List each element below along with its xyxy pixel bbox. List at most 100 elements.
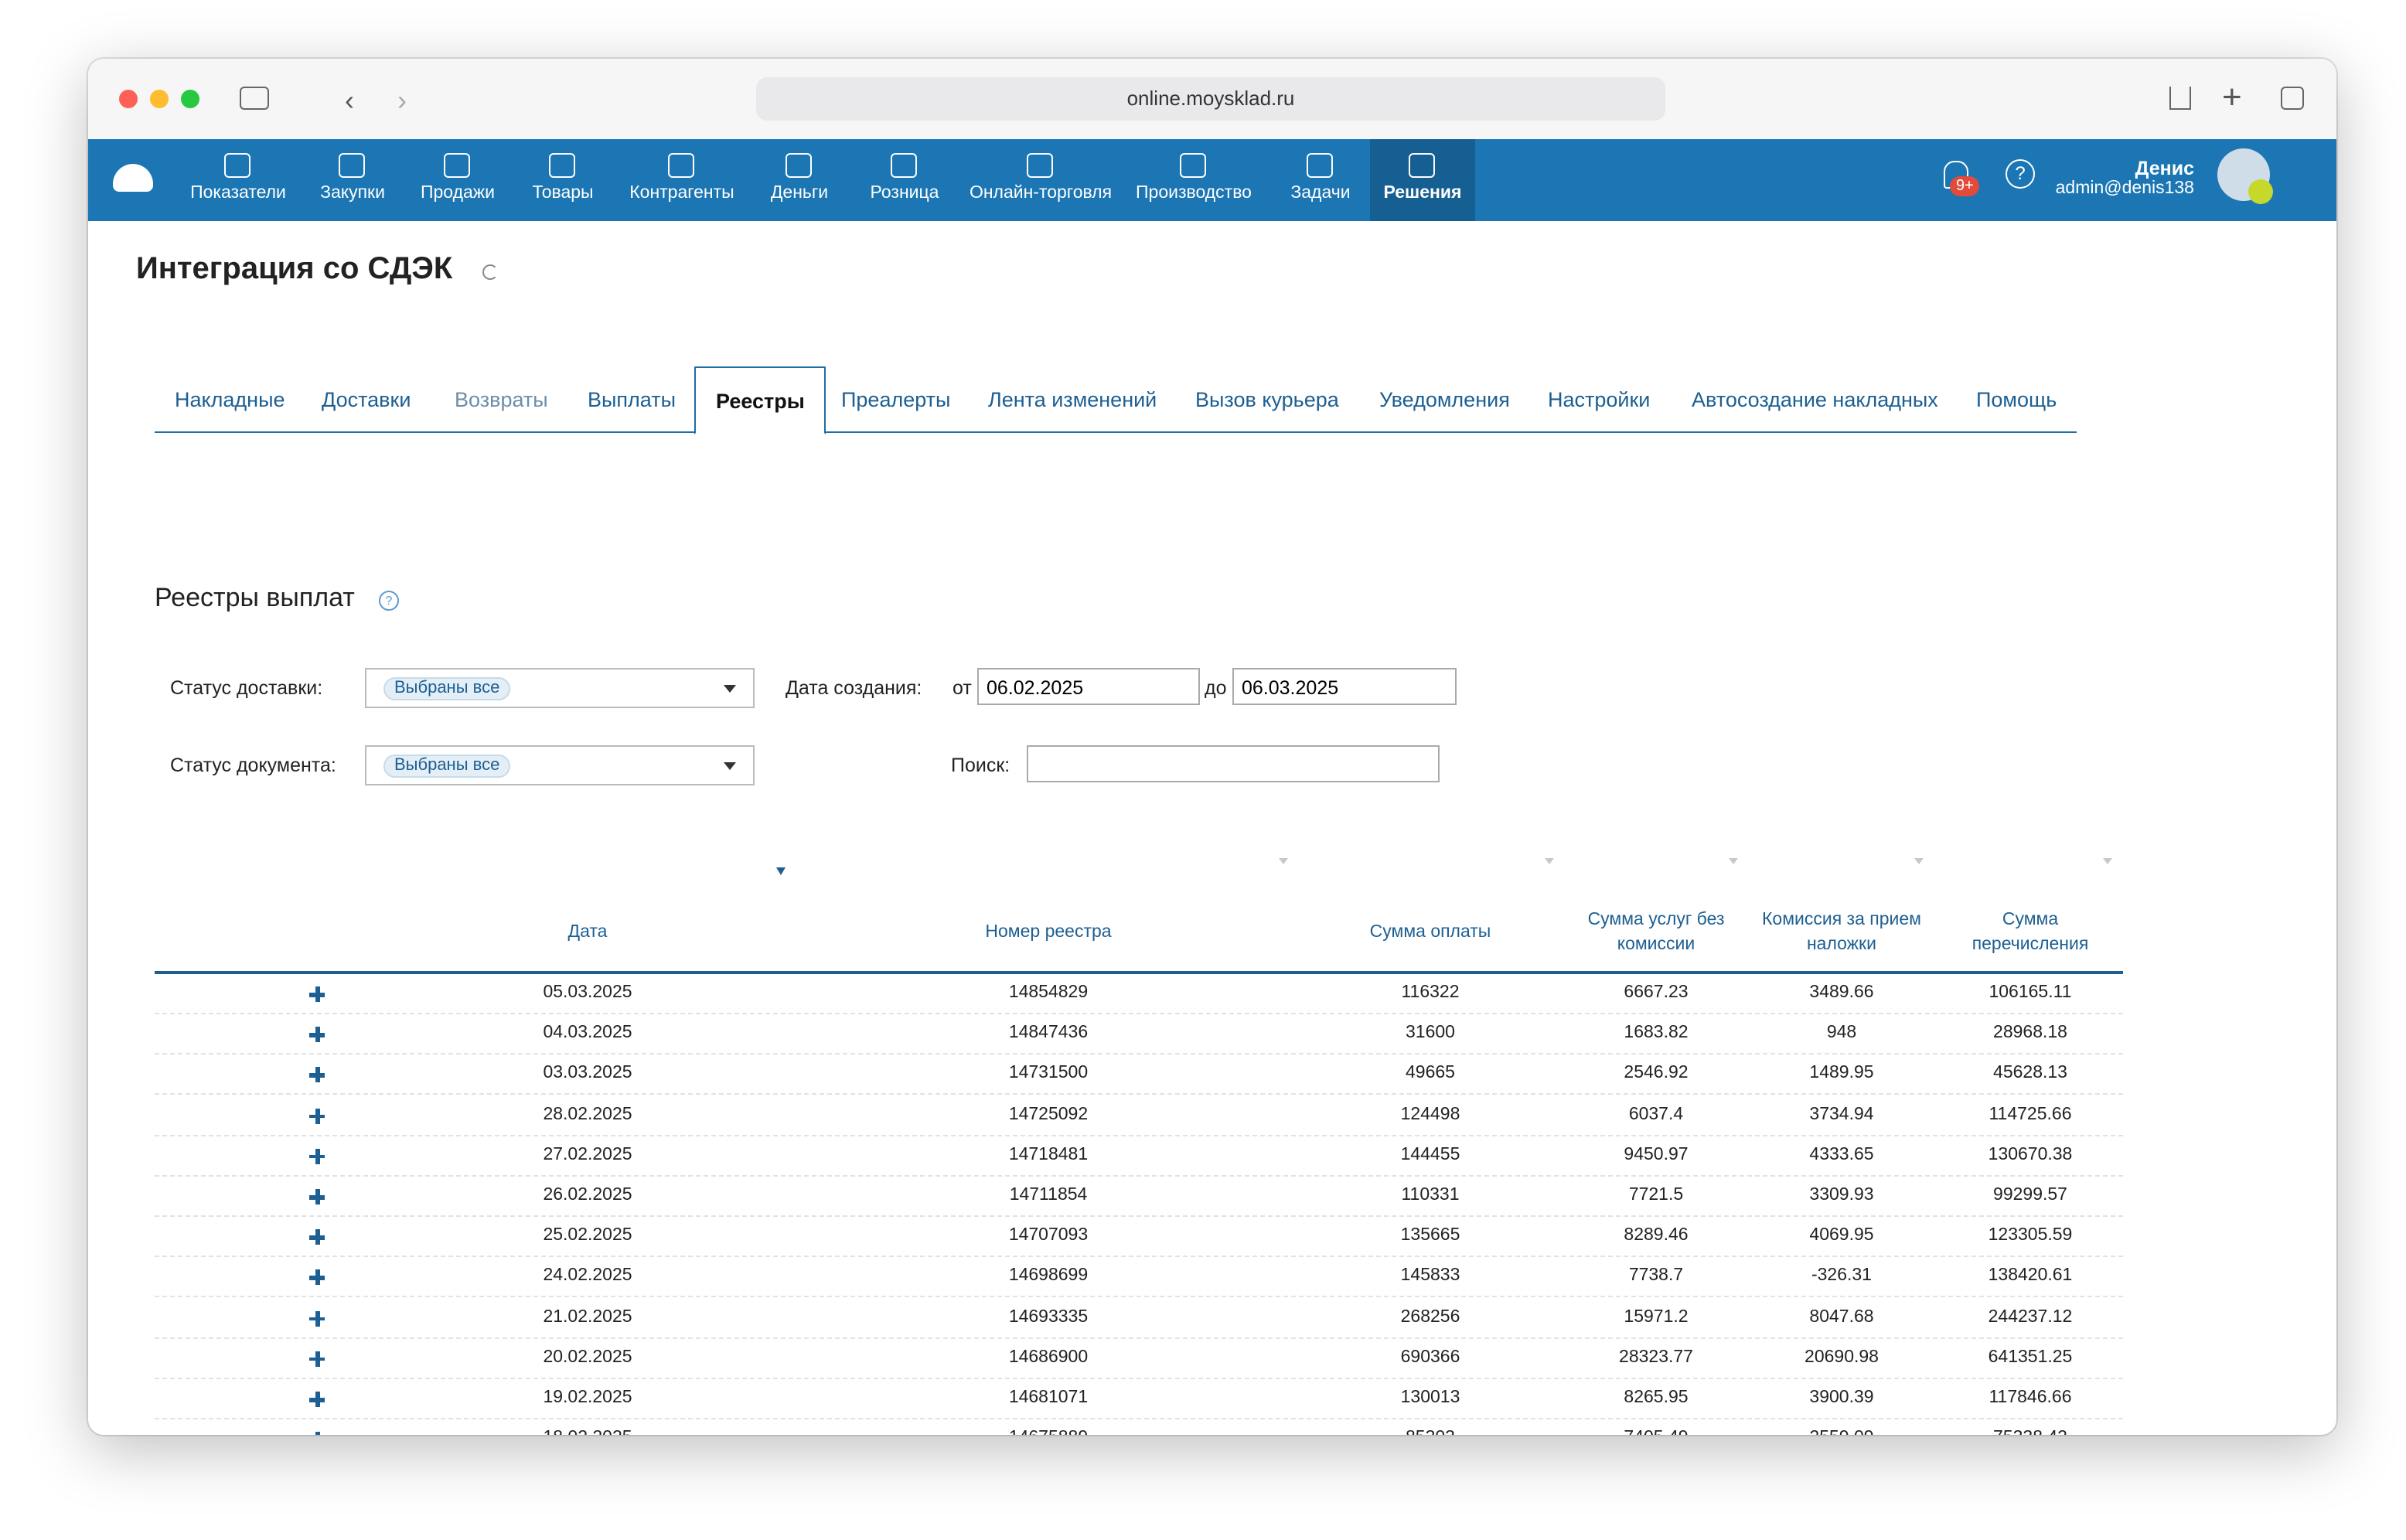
nav-icon [1409,153,1435,178]
nav-item[interactable]: Решения [1370,139,1475,221]
row-separator [155,1093,2123,1095]
nav-label: Производство [1136,184,1252,203]
nav-icon [444,153,470,178]
user-name[interactable]: Денис [2135,158,2194,179]
tab[interactable]: Настройки [1548,388,1651,411]
row-separator [155,1418,2123,1419]
nav-item[interactable]: Производство [1127,139,1260,221]
tab[interactable]: Преалерты [841,388,951,411]
filter-label: Дата создания: [786,677,922,699]
tab[interactable]: Уведомления [1379,388,1510,411]
table-cell: 45628.13 [1993,1064,2067,1083]
tab[interactable]: Лента изменений [988,388,1157,411]
table-cell: 9450.97 [1624,1145,1689,1164]
table-cell: 123305.59 [1988,1226,2073,1245]
expand-row[interactable] [309,1067,325,1083]
document-status-select[interactable]: Выбраны все [365,745,755,785]
forward-button[interactable]: › [397,85,407,116]
nav-item[interactable]: Розница [858,139,951,221]
search-input[interactable] [1027,745,1440,782]
avatar-status [2248,179,2273,204]
table-cell: 7738.7 [1628,1266,1684,1286]
sort-icon[interactable] [1279,858,1288,864]
column-header[interactable]: Дата [567,923,608,942]
expand-row[interactable] [309,1148,325,1164]
share-button[interactable] [2169,87,2191,110]
expand-row[interactable] [309,1351,325,1367]
expand-row[interactable] [309,1229,325,1245]
refresh-icon[interactable] [482,264,498,280]
nav-item[interactable]: Задачи [1282,139,1359,221]
expand-row[interactable] [309,1310,325,1327]
table-cell: 04.03.2025 [543,1024,632,1043]
sort-icon[interactable] [776,867,786,875]
expand-row[interactable] [309,1432,325,1435]
table-cell: 268256 [1400,1307,1460,1327]
column-header[interactable]: Номер реестра [985,923,1112,942]
tab[interactable]: Выплаты [588,388,676,411]
table-header-line [155,971,2123,974]
address-bar[interactable]: online.moysklad.ru [756,77,1665,121]
table-cell: 8047.68 [1809,1307,1874,1327]
zoom-button[interactable] [181,90,199,108]
table-cell: 116322 [1401,983,1460,1002]
tab[interactable]: Автосоздание накладных [1692,388,1938,411]
page-title: Интеграция со СДЭК [136,252,453,286]
close-button[interactable] [119,90,138,108]
table-cell: 3489.66 [1809,983,1874,1002]
tab[interactable]: Помощь [1976,388,2057,411]
expand-row[interactable] [309,1392,325,1407]
sort-icon[interactable] [2103,858,2112,864]
tabs-button[interactable] [2281,87,2304,110]
help-icon[interactable]: ? [2006,159,2035,189]
delivery-status-select[interactable]: Выбраны все [365,668,755,708]
new-tab-button[interactable]: + [2222,77,2242,116]
table-cell: 15971.2 [1624,1307,1689,1327]
tab[interactable]: Возвраты [455,388,548,411]
expand-row[interactable] [309,1189,325,1204]
nav-item[interactable]: Онлайн-торговля [965,139,1116,221]
date-to-input[interactable]: 06.03.2025 [1232,668,1457,705]
browser-window: ‹ › online.moysklad.ru + 9+ ? Денис admi… [88,59,2336,1435]
nav-item[interactable]: Продажи [411,139,504,221]
sort-icon[interactable] [1545,858,1554,864]
filter-label: Статус документа: [170,755,336,776]
nav-label: Задачи [1290,184,1351,203]
column-header[interactable]: Сумма оплаты [1369,923,1491,942]
expand-row[interactable] [309,986,325,1002]
nav-item[interactable]: Контрагенты [619,139,745,221]
minimize-button[interactable] [150,90,169,108]
logo[interactable] [113,164,153,192]
tab[interactable]: Реестры [694,366,826,434]
nav-icon [339,153,365,178]
expand-row[interactable] [309,1108,325,1124]
sidebar-button[interactable] [240,87,269,110]
table-cell: 28968.18 [1993,1024,2067,1043]
table-cell: 3734.94 [1809,1105,1874,1124]
nav-item[interactable]: Товары [523,139,603,221]
help-icon[interactable]: ? [379,591,399,611]
user-email[interactable]: admin@denis138 [2055,179,2194,198]
table-cell: 1489.95 [1809,1064,1874,1083]
nav-item[interactable]: Закупки [310,139,395,221]
tab[interactable]: Накладные [175,388,285,411]
column-header[interactable]: Сумма услуг без комиссии [1587,911,1725,954]
column-header[interactable]: Сумма перечисления [1971,911,2089,954]
table-cell: 14707093 [1008,1226,1089,1245]
back-button[interactable]: ‹ [345,85,354,116]
sort-icon[interactable] [1729,858,1738,864]
table-cell: 85303 [1322,1429,1539,1435]
nav-item[interactable]: Деньги [761,139,838,221]
chip: Выбраны все [383,755,511,778]
tab[interactable]: Доставки [322,388,411,411]
expand-row[interactable] [309,1269,325,1286]
nav-item[interactable]: Показатели [184,139,292,221]
date-from-input[interactable]: 06.02.2025 [977,668,1200,705]
table-cell: 18.02.2025 [479,1429,696,1435]
tab[interactable]: Вызов курьера [1195,388,1339,411]
expand-row[interactable] [309,1027,325,1043]
column-header[interactable]: Комиссия за прием наложки [1762,911,1921,954]
sort-icon[interactable] [1914,858,1924,864]
table-cell: 14698699 [1008,1266,1089,1286]
nav-icon [786,153,812,178]
